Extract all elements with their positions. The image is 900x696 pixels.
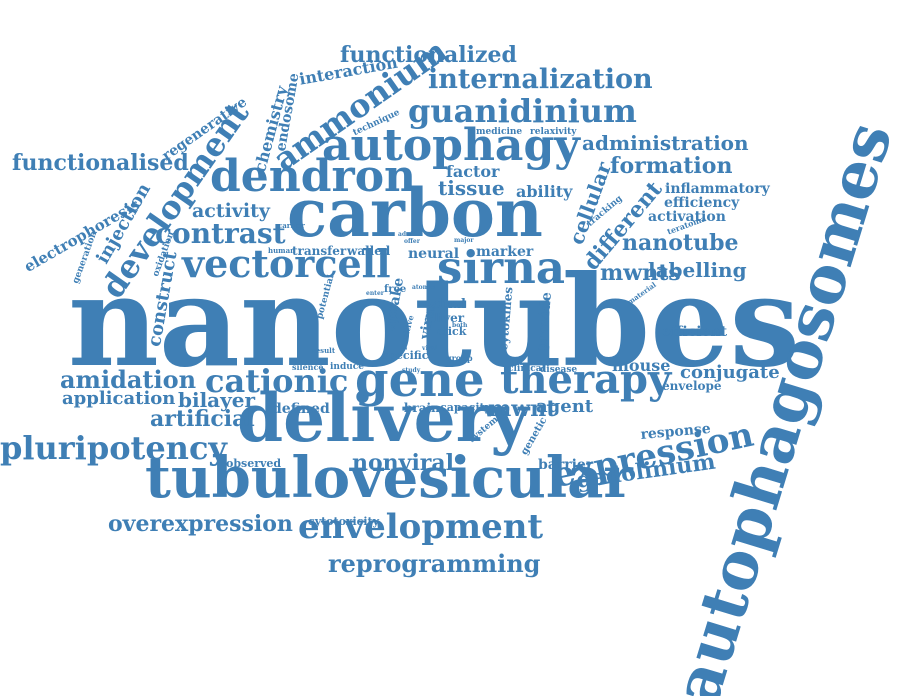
word-result: result [312, 346, 336, 355]
word-autophagy: autophagy [322, 120, 580, 171]
word-sirna: sirna [437, 241, 566, 294]
word-specific: specific [382, 349, 429, 362]
word-application: application [62, 388, 176, 409]
word-adult: adult [398, 231, 416, 238]
word-envelopment: envelopment [298, 507, 544, 547]
word-marker: marker [476, 244, 534, 260]
word-cytotoxicity: cytotoxicity [308, 515, 380, 528]
word-mwnts: mwnts [600, 260, 681, 286]
word-cationic: cationic [205, 362, 349, 400]
word-amidation: amidation [60, 365, 197, 394]
word-capacity: capacity [440, 401, 491, 414]
word-medicine: medicine [476, 127, 523, 137]
word-activity: activity [192, 200, 270, 222]
word-envelope: envelope [662, 379, 722, 393]
word-contrast: contrast [155, 217, 286, 250]
word-gene: gene [355, 352, 485, 408]
word-formation: formation [610, 153, 733, 179]
word-human: human [268, 246, 296, 255]
word-vectorcell: vectorcell [182, 241, 391, 286]
word-reprogramming: reprogramming [328, 549, 541, 578]
word-inflammatory: inflammatory [665, 181, 770, 197]
word-viral: viral [422, 345, 438, 352]
word-carrier: carrier [278, 221, 305, 230]
word-factor: factor [446, 162, 500, 181]
word-artificial: artificial [150, 406, 255, 432]
word-enter: enter [366, 290, 384, 297]
word-mouse: mouse [612, 356, 671, 375]
word-observed: observed [226, 457, 282, 470]
word-atomic: atomic [412, 284, 435, 291]
word-both: both [452, 322, 468, 329]
word-internalization: internalization [428, 64, 653, 95]
word-barrier: barrier [538, 457, 594, 473]
word-neural: neural [408, 246, 460, 262]
word-click: click [437, 325, 467, 338]
word-study: study [402, 367, 421, 374]
word-agent: agent [536, 396, 594, 417]
word-group: group [446, 353, 473, 363]
word-nonviral: nonviral [352, 450, 455, 476]
word-major: major [454, 237, 474, 244]
word-administration: administration [582, 131, 749, 155]
word-labelling: labelling [648, 258, 747, 282]
word-silence: silence [292, 362, 324, 372]
word-nanotube: nanotube [622, 230, 739, 256]
word-free: free [384, 284, 407, 295]
word-overexpression: overexpression [108, 511, 293, 537]
word-efficient: efficient [662, 324, 728, 340]
word-mwnt: mwnt [488, 396, 557, 422]
word-disease: disease [540, 365, 578, 375]
word-carbon: carbon [287, 174, 543, 252]
word-activation: activation [648, 209, 726, 225]
word-tissue: tissue [438, 176, 505, 200]
word-relaxivity: relaxivity [530, 127, 577, 137]
word-brain: brain [404, 401, 440, 415]
word-clinical: clinical [508, 364, 546, 374]
word-nanotubes: nanotubes [68, 249, 801, 395]
word-walled: walled [347, 244, 391, 258]
word-guanidinium: guanidinium [408, 92, 637, 130]
word-offer: offer [404, 238, 420, 245]
word-therapy: therapy [500, 356, 672, 403]
word-ability: ability [516, 182, 573, 201]
word-bilayer: bilayer [178, 388, 256, 412]
word-transfer: transfer [292, 244, 347, 258]
word-pluripotency: pluripotency [0, 429, 228, 467]
word-conjugate: conjugate [680, 362, 780, 383]
word-functionalized: functionalized [340, 42, 517, 68]
word-liver: liver [434, 311, 465, 325]
word-dual: dual [434, 297, 466, 312]
word-induce: induce [330, 362, 365, 372]
word-functionalised: functionalised [12, 150, 189, 176]
word-efficiency: efficiency [664, 195, 740, 211]
word-defined: defined [272, 401, 330, 417]
word-delivery: delivery [237, 379, 529, 457]
word-dendron: dendron [210, 151, 417, 202]
word-tubulovesicular: tubulovesicular [145, 445, 633, 511]
